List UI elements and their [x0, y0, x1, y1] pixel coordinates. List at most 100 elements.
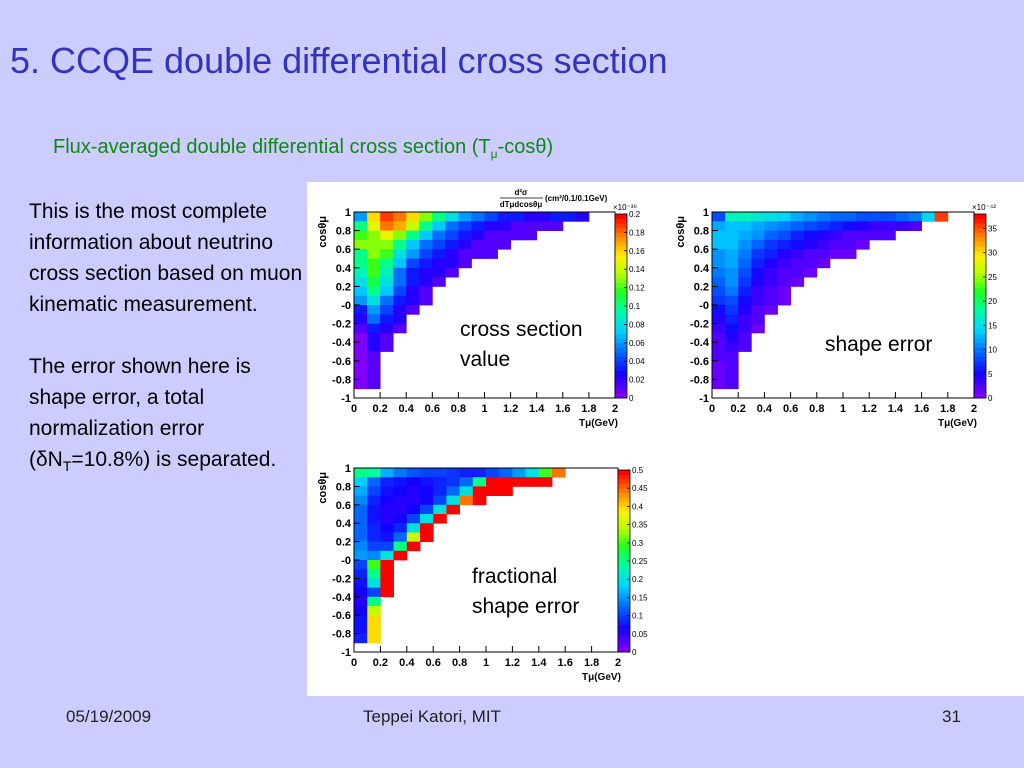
chart-3-colorbar-segment: [618, 570, 630, 576]
chart-1-colorbar-segment: [615, 384, 627, 390]
chart-3-heatmap-cell: [433, 477, 447, 487]
chart-1-heatmap-cell: [367, 295, 381, 306]
chart-1-colorbar-segment: [615, 218, 627, 224]
chart-3-heatmap-cell: [420, 504, 434, 515]
chart-1-heatmap-cell: [458, 239, 472, 250]
chart-2-heatmap-cell: [777, 239, 791, 250]
chart-2-heatmap-cell: [895, 221, 909, 231]
chart-1-heatmap-cell: [471, 212, 485, 222]
chart-1-heatmap-cell: [367, 286, 381, 297]
chart-2-colorbar-segment: [974, 329, 986, 334]
chart-2-x-tick-label: 1.8: [940, 403, 955, 415]
chart-3-heatmap-cell: [486, 486, 500, 496]
chart-1-heatmap-cell: [432, 221, 446, 231]
chart-2-heatmap-cell: [751, 277, 765, 287]
chart-3-heatmap-cell: [354, 468, 368, 478]
chart-1-colorbar-segment: [615, 324, 627, 330]
chart-2-heatmap-cell: [712, 305, 726, 315]
chart-3-heatmap-cell: [354, 495, 368, 506]
chart-3-heatmap-cell: [380, 541, 394, 552]
chart-2-heatmap-cell: [895, 212, 909, 222]
chart-2-heatmap-cell: [843, 221, 857, 231]
chart-1-colorbar-segment: [615, 223, 627, 229]
chart-3-heatmap-cell: [354, 550, 368, 561]
chart-2-colorbar-segment: [974, 237, 986, 242]
chart-1-colorbar-segment: [615, 338, 627, 344]
chart-3-x-tick-label: 0.8: [452, 657, 467, 669]
chart-3-colorbar-label: 0.2: [632, 575, 644, 584]
chart-2-heatmap-cell: [790, 267, 805, 278]
chart-2-heatmap-cell: [764, 295, 778, 306]
chart-3-x-tick-label: 0.4: [399, 657, 415, 669]
chart-2-colorbar-label: 35: [988, 225, 997, 234]
chart-2-x-tick-label: 0.8: [809, 403, 824, 415]
chart-3-colorbar-segment: [618, 620, 630, 626]
chart-2-x-axis-label: Tμ(GeV): [938, 418, 977, 429]
chart-3-colorbar-segment: [618, 561, 630, 566]
chart-1-colorbar-label: 0.1: [629, 302, 641, 311]
chart-3-y-tick-label: 0.2: [336, 537, 351, 549]
chart-1-colorbar-label: 0.08: [629, 320, 645, 329]
chart-3-heatmap-cell: [446, 468, 460, 478]
chart-3-colorbar-segment: [618, 524, 630, 530]
chart-1-heatmap-cell: [432, 258, 446, 269]
chart-3-y-tick-label: 0.4: [336, 518, 352, 530]
chart-2-heatmap-cell: [712, 286, 726, 297]
chart-3-heatmap-cell: [406, 504, 421, 515]
chart-2-heatmap-cell: [725, 323, 739, 334]
chart-3-heatmap-cell: [354, 514, 368, 524]
chart-2-colorbar-segment: [974, 292, 986, 298]
chart-1-heatmap-cell: [471, 230, 485, 241]
chart-3-heatmap-cell: [406, 514, 421, 524]
chart-2-heatmap-cell: [882, 221, 896, 231]
chart-1-y-tick-label: -1: [341, 393, 351, 405]
chart-1-colorbar-label: 0.12: [629, 284, 645, 293]
chart-3-heatmap-cell: [380, 477, 394, 487]
chart-2-heatmap-cell: [712, 323, 726, 334]
chart-1-heatmap-cell: [419, 212, 433, 222]
chart-1-heatmap-cell: [354, 379, 368, 390]
chart-1-heatmap-cell: [354, 286, 368, 297]
chart-1-x-tick-label: 0.2: [372, 403, 387, 415]
chart-1-colorbar-label: 0.14: [629, 265, 645, 274]
chart-2-colorbar-segment: [974, 232, 986, 238]
chart-1-heatmap-cell: [380, 258, 394, 269]
chart-2-colorbar-segment: [974, 324, 986, 330]
chart-3-heatmap-cell: [380, 569, 394, 579]
chart-1-heatmap-cell: [445, 230, 459, 241]
chart-1-heatmap-cell: [354, 277, 368, 287]
chart-1-heatmap-cell: [380, 342, 394, 352]
chart-1-heatmap-cell: [354, 370, 368, 380]
chart-1-heatmap-cell: [367, 323, 381, 334]
chart-2-colorbar-segment: [974, 356, 986, 362]
chart-2-colorbar-segment: [974, 287, 986, 293]
chart-1-heatmap-cell: [393, 314, 407, 324]
chart-1-heatmap-cell: [380, 249, 394, 259]
chart-1-heatmap-cell: [393, 305, 407, 315]
chart-1-heatmap-cell: [432, 239, 446, 250]
chart-2-heatmap-cell: [764, 221, 778, 231]
chart-3-heatmap-cell: [512, 477, 526, 487]
chart-3-heatmap-cell: [354, 587, 368, 598]
chart-1-heatmap-cell: [354, 314, 368, 324]
chart-3-heatmap-cell: [446, 495, 460, 506]
chart-3-colorbar-segment: [618, 542, 630, 548]
chart-1-heatmap-cell: [354, 230, 368, 241]
chart-2-heatmap-cell: [856, 239, 870, 250]
chart-1-heatmap-cell: [471, 239, 485, 250]
chart-2-colorbar-segment: [974, 250, 986, 256]
chart-2-colorbar-label: 20: [988, 297, 997, 306]
chart-2-heatmap-cell: [738, 295, 752, 306]
chart-1-colorbar-segment: [615, 273, 627, 279]
chart-2-heatmap-cell: [725, 314, 739, 324]
chart-2-heatmap-cell: [738, 342, 752, 352]
chart-2-colorbar-segment: [974, 319, 986, 325]
subtitle-subscript: μ: [490, 147, 498, 161]
chart-3-heatmap-cell: [406, 495, 421, 506]
chart-3-colorbar-label: 0.05: [632, 630, 648, 639]
chart-2-heatmap-cell: [803, 249, 818, 259]
chart-1-heatmap-cell: [549, 221, 564, 231]
chart-1-heatmap-cell: [562, 212, 577, 222]
chart-1-heatmap-cell: [445, 239, 459, 250]
chart-1-heatmap-cell: [458, 258, 472, 269]
